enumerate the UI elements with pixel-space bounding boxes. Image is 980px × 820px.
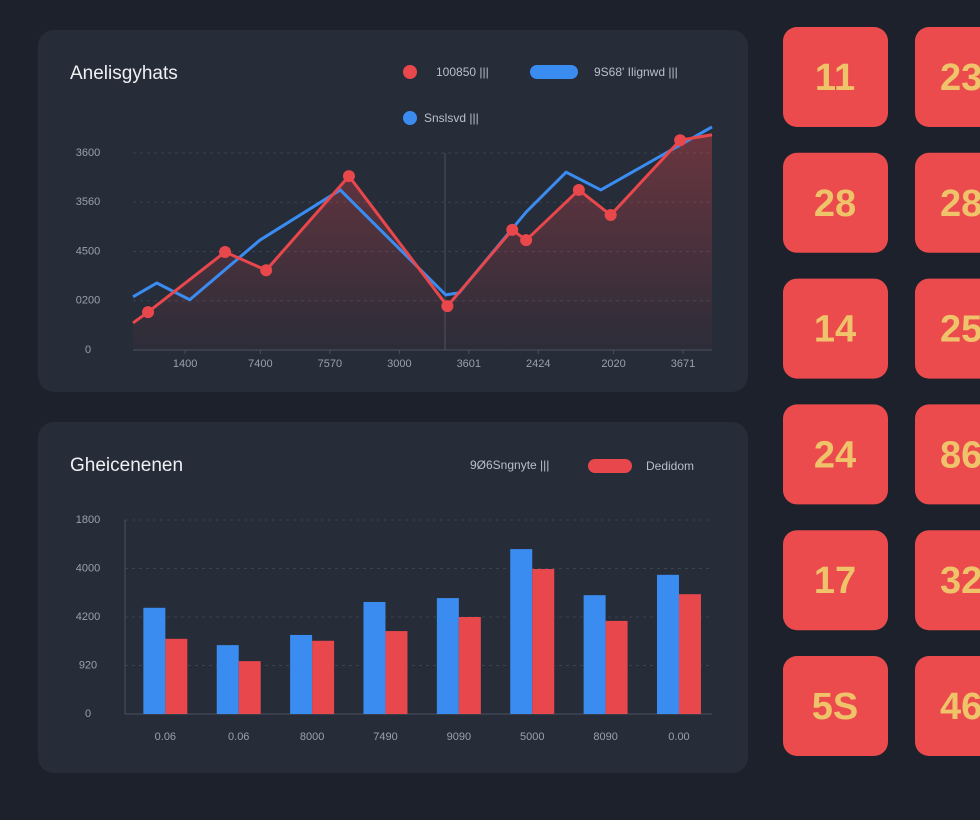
tile <box>783 27 888 127</box>
x-tick-label: 3000 <box>387 358 411 370</box>
legend-label: Dedidom <box>646 459 694 473</box>
tile <box>915 656 980 756</box>
tile-value: 25 <box>940 309 980 351</box>
point <box>520 234 533 247</box>
x-tick-label: 2020 <box>601 358 625 370</box>
x-tick-label: 7570 <box>318 358 342 370</box>
legend-marker <box>403 111 417 125</box>
bar <box>656 574 679 714</box>
y-tick-label: 920 <box>79 659 97 671</box>
legend-marker <box>403 65 417 79</box>
y-tick-label: 3600 <box>76 147 100 159</box>
point <box>142 306 155 319</box>
bar <box>510 549 533 714</box>
point <box>260 264 273 277</box>
tile-value: 5S <box>812 686 858 728</box>
legend-label: 100850 ||| <box>436 65 489 79</box>
x-tick-label: 8000 <box>300 731 324 743</box>
x-tick-label: 3601 <box>457 358 481 370</box>
x-tick-label: 0.00 <box>668 731 689 743</box>
line <box>132 133 713 325</box>
point <box>219 245 232 258</box>
tile <box>783 278 888 379</box>
x-tick-label: 9090 <box>447 731 471 743</box>
y-tick-label: 0200 <box>76 295 100 307</box>
legend-label: 9S68' Ilignwd ||| <box>594 65 678 79</box>
area <box>133 134 712 350</box>
y-tick-label: 0 <box>85 344 91 356</box>
x-tick-label: 0.06 <box>155 731 176 743</box>
tile <box>915 278 980 379</box>
bar <box>216 645 239 714</box>
bar <box>458 617 481 714</box>
bar <box>436 598 459 714</box>
y-tick-label: 4200 <box>76 611 100 623</box>
point <box>604 209 617 222</box>
point <box>674 134 687 147</box>
bar <box>583 595 606 714</box>
x-tick-label: 7400 <box>248 358 272 370</box>
chart-title: Gheicenenen <box>70 455 183 476</box>
point <box>342 170 355 183</box>
tile <box>783 656 888 756</box>
point <box>572 183 585 196</box>
tile-value: 11 <box>815 57 855 99</box>
tile-value: 32 <box>940 560 980 602</box>
bar <box>363 601 386 714</box>
bar <box>605 620 628 714</box>
x-tick-label: 7490 <box>373 731 397 743</box>
x-tick-label: 1400 <box>173 358 197 370</box>
tile <box>783 530 888 631</box>
line <box>132 125 713 302</box>
point <box>506 223 519 236</box>
x-tick-label: 8090 <box>593 731 617 743</box>
bar-card <box>38 422 748 773</box>
x-tick-label: 0.06 <box>228 731 249 743</box>
y-tick-label: 3560 <box>76 196 100 208</box>
y-tick-label: 0 <box>85 708 91 720</box>
tile <box>915 404 980 505</box>
tile-value: 14 <box>814 309 856 351</box>
bar <box>165 638 188 714</box>
bar <box>312 640 335 714</box>
tile-value: 28 <box>814 183 856 225</box>
tile <box>783 152 888 253</box>
tile-value: 24 <box>814 434 856 476</box>
bar <box>678 594 701 714</box>
tile-value: 17 <box>814 560 856 602</box>
tile-value: 23 <box>940 57 980 99</box>
tile-value: 28 <box>940 183 980 225</box>
x-tick-label: 5000 <box>520 731 544 743</box>
y-tick-label: 1800 <box>76 514 100 526</box>
tile <box>783 404 888 505</box>
x-tick-label: 2424 <box>526 358 550 370</box>
chart-title: Anelisgyhats <box>70 63 178 84</box>
legend-marker <box>530 65 578 79</box>
legend-marker <box>588 459 632 473</box>
tile <box>915 27 980 127</box>
bar <box>238 661 261 714</box>
tile <box>915 152 980 253</box>
bar <box>290 634 313 714</box>
tile-value: 86 <box>940 434 980 476</box>
legend-label: 9Ø6Sngnyte ||| <box>470 458 549 472</box>
x-tick-label: 3671 <box>671 358 695 370</box>
y-tick-label: 4000 <box>76 562 100 574</box>
bar <box>532 568 555 714</box>
point <box>441 300 454 313</box>
y-tick-label: 4500 <box>76 245 100 257</box>
bar <box>385 631 408 714</box>
tile <box>915 530 980 631</box>
bar <box>143 607 166 714</box>
annotation: Snslsvd ||| <box>424 111 479 125</box>
tile-value: 46 <box>940 686 980 728</box>
